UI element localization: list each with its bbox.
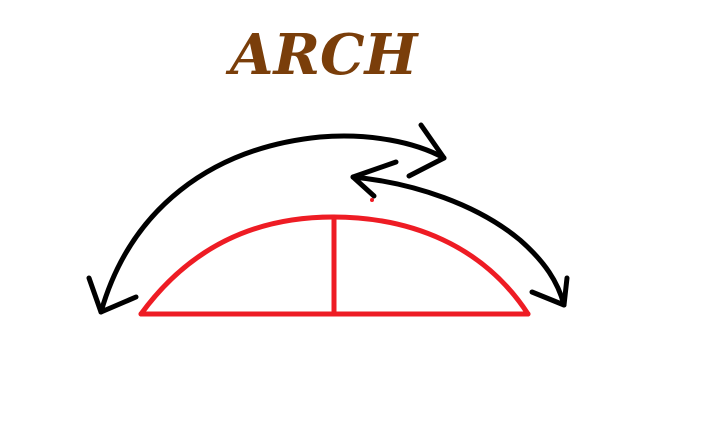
- left-arrow-head-top: [406, 122, 447, 179]
- right-arrow-head-top: [350, 159, 399, 199]
- left-arrow-curve: [98, 133, 447, 315]
- right-arrow-curve: [350, 174, 567, 308]
- right-arrow-head-bottom: [529, 275, 570, 308]
- arrow-group: [86, 122, 570, 315]
- arch-structure: [138, 214, 531, 317]
- diagram-title: ARCH: [225, 22, 420, 88]
- red-dot: [370, 198, 374, 202]
- left-arrow-head-bottom: [86, 275, 139, 315]
